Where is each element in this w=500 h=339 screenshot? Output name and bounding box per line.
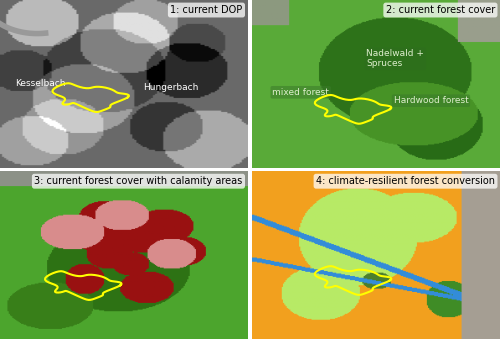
Text: mixed forest: mixed forest [272,88,329,97]
Text: 1: current DOP: 1: current DOP [170,5,242,15]
Text: Hardwood forest: Hardwood forest [394,96,468,105]
Text: 3: current forest cover with calamity areas: 3: current forest cover with calamity ar… [34,176,242,186]
Text: 2: current forest cover: 2: current forest cover [386,5,495,15]
Text: 4: climate-resilient forest conversion: 4: climate-resilient forest conversion [316,176,495,186]
Text: Hungerbach: Hungerbach [144,83,199,92]
Text: Kesselbach: Kesselbach [15,79,66,88]
Text: Nadelwald +
Spruces: Nadelwald + Spruces [366,49,424,68]
